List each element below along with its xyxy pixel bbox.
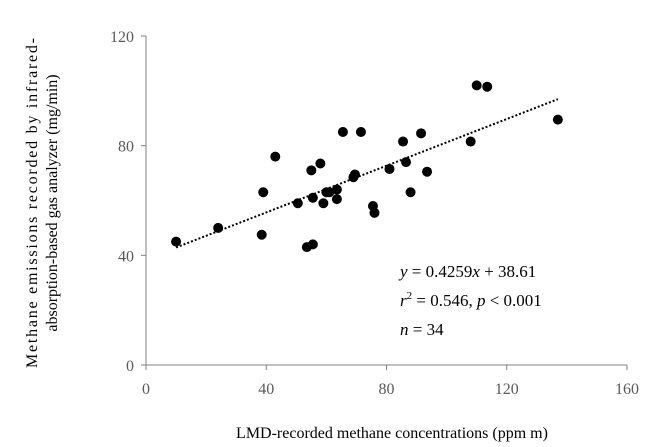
x-axis-title: LMD-recorded methane concentrations (ppm… [236, 425, 548, 442]
data-point [270, 151, 281, 162]
data-point [482, 81, 493, 92]
trendline [175, 98, 559, 249]
x-tick-label: 40 [258, 381, 274, 398]
data-point [324, 187, 335, 198]
data-point [552, 114, 563, 125]
data-point [355, 126, 366, 137]
data-point [337, 126, 348, 137]
data-point [331, 184, 342, 195]
data-point [307, 192, 318, 203]
regression-equation: y = 0.4259x + 38.61 [398, 262, 536, 281]
y-axis-title: Methane emissions recorded by infrared- … [24, 38, 61, 368]
data-point [258, 187, 269, 198]
x-tick-label: 120 [495, 381, 519, 398]
data-point [292, 198, 303, 209]
data-point [171, 236, 182, 247]
x-tick-label: 80 [379, 381, 395, 398]
data-point [213, 222, 224, 233]
data-point [256, 229, 267, 240]
regression-stats: r2 = 0.546, p < 0.001 [400, 290, 542, 310]
sample-size: n = 34 [400, 320, 444, 339]
data-point [349, 169, 360, 180]
data-point [306, 165, 317, 176]
data-point [416, 128, 427, 139]
data-point [307, 239, 318, 250]
x-tick-label: 0 [142, 381, 150, 398]
data-point [401, 157, 412, 168]
data-point [471, 80, 482, 91]
data-point [405, 187, 416, 198]
y-axis-title-line-1: Methane emissions recorded by infrared- [24, 38, 41, 368]
y-tick-label: 40 [118, 248, 134, 265]
y-axis-title-line-2: absorption-based gas analyzer (mg/min) [44, 74, 61, 331]
tick-labels: 0 40 80 120 160 0 40 80 120 [110, 29, 639, 398]
y-tick-label: 0 [126, 358, 134, 375]
data-point [465, 136, 476, 147]
data-point [422, 166, 433, 177]
y-tick-label: 80 [118, 139, 134, 156]
data-point [384, 163, 395, 174]
data-point [331, 194, 342, 205]
data-point [315, 158, 326, 169]
y-tick-label: 120 [110, 29, 134, 46]
data-points [171, 80, 563, 253]
ticks [141, 35, 628, 370]
x-tick-label: 160 [615, 381, 639, 398]
axes [145, 36, 627, 366]
data-point [318, 198, 329, 209]
data-point [369, 207, 380, 218]
data-point [398, 136, 409, 147]
